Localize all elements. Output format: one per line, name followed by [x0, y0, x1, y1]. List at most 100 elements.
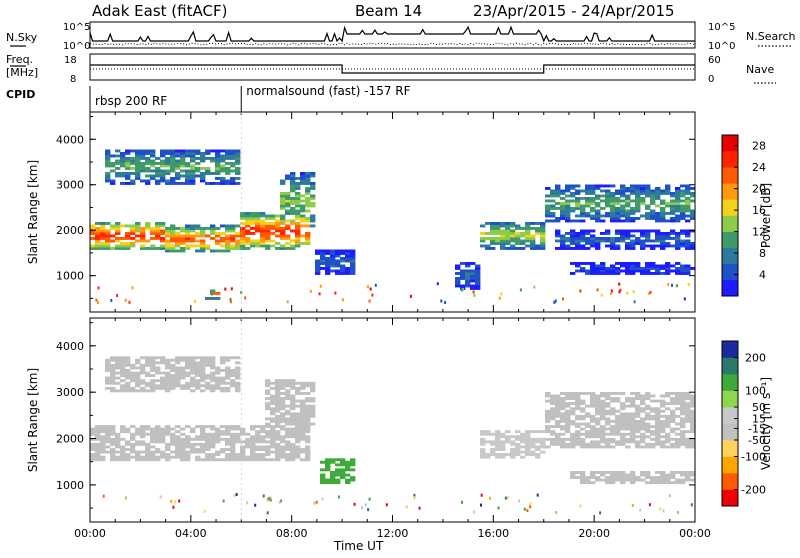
velocity-cell	[150, 363, 156, 367]
power-cell	[125, 164, 131, 168]
y-tick-label: 4000	[56, 340, 84, 353]
power-cell	[610, 289, 613, 293]
velocity-cell	[180, 442, 186, 446]
velocity-cell	[145, 432, 151, 436]
velocity-cell	[260, 453, 266, 456]
power-cell	[675, 192, 681, 195]
power-cell	[545, 194, 551, 198]
velocity-cell	[550, 402, 556, 405]
velocity-cell	[265, 445, 271, 449]
power-cell	[225, 239, 231, 243]
velocity-cell	[150, 381, 156, 385]
power-cell	[285, 194, 291, 198]
power-cell	[615, 237, 621, 240]
power-cell	[235, 232, 241, 235]
velocity-cell	[565, 397, 571, 400]
velocity-cell	[195, 455, 201, 459]
velocity-cell	[615, 397, 621, 400]
colorbar-tick-label: 16	[752, 204, 766, 217]
velocity-cell	[515, 430, 521, 434]
velocity-cell	[215, 366, 221, 370]
velocity-cell	[120, 366, 126, 370]
velocity-cell	[565, 409, 571, 413]
velocity-cell	[655, 478, 661, 482]
power-cell	[215, 149, 221, 153]
power-cell	[590, 199, 596, 203]
power-cell	[685, 232, 691, 235]
power-cell	[570, 232, 576, 235]
velocity-cell	[205, 437, 211, 441]
velocity-cell	[185, 366, 191, 370]
power-cell	[160, 239, 166, 243]
power-cell	[195, 249, 201, 253]
velocity-cell	[160, 379, 166, 383]
velocity-cell	[210, 371, 216, 375]
velocity-cell	[160, 358, 166, 362]
power-cell	[245, 229, 251, 233]
freq-tick-top: 18	[64, 55, 77, 66]
power-cell	[680, 232, 686, 235]
power-cell	[580, 232, 586, 235]
velocity-cell	[125, 376, 131, 380]
power-cell	[280, 202, 286, 205]
velocity-cell	[585, 435, 591, 439]
power-cell	[635, 237, 641, 240]
power-cell	[275, 214, 281, 218]
velocity-cell	[685, 437, 691, 441]
power-cell	[690, 214, 696, 218]
power-cell	[120, 247, 126, 250]
velocity-cell	[205, 453, 211, 456]
velocity-cell	[530, 445, 536, 449]
velocity-cell	[685, 471, 691, 474]
freq-label-1: Freq.	[6, 53, 33, 66]
velocity-cell	[570, 412, 576, 416]
velocity-cell	[135, 432, 141, 436]
power-cell	[600, 262, 606, 265]
power-cell	[505, 242, 511, 245]
power-cell	[685, 199, 691, 203]
power-cell	[545, 209, 551, 213]
power-cell	[565, 239, 571, 243]
velocity-cell	[335, 478, 341, 482]
power-cell	[300, 207, 306, 210]
velocity-cell	[110, 358, 116, 362]
velocity-cell	[510, 448, 516, 451]
power-cell	[545, 199, 551, 203]
power-cell	[685, 197, 691, 200]
power-cell	[140, 169, 146, 173]
velocity-cell	[535, 453, 541, 456]
colorbar-swatch	[722, 357, 738, 375]
velocity-cell	[100, 445, 106, 449]
power-cell	[635, 197, 641, 200]
velocity-cell	[135, 376, 141, 380]
power-cell	[165, 229, 171, 233]
power-cell	[530, 234, 536, 238]
velocity-cell	[275, 448, 281, 451]
velocity-cell	[150, 435, 156, 439]
power-cell	[610, 272, 616, 275]
power-cell	[135, 164, 141, 168]
velocity-cell	[250, 427, 256, 431]
power-cell	[640, 244, 646, 248]
power-cell	[260, 242, 266, 245]
power-cell	[540, 222, 546, 225]
velocity-cell	[90, 432, 96, 436]
power-cell	[225, 167, 231, 170]
velocity-cell	[650, 442, 656, 446]
power-cell	[220, 249, 226, 253]
power-cell	[100, 234, 106, 238]
power-cell	[585, 202, 591, 205]
velocity-cell	[180, 453, 186, 456]
velocity-cell	[665, 437, 671, 441]
power-cell	[280, 244, 286, 248]
power-cell	[300, 172, 306, 175]
velocity-cell	[610, 430, 616, 434]
panel-frame	[89, 111, 696, 313]
power-cell	[655, 229, 661, 233]
power-cell	[570, 187, 576, 190]
power-cell	[650, 192, 656, 195]
power-cell	[671, 283, 673, 287]
power-cell	[120, 157, 126, 160]
power-cell	[190, 159, 196, 163]
velocity-cell	[140, 366, 146, 370]
